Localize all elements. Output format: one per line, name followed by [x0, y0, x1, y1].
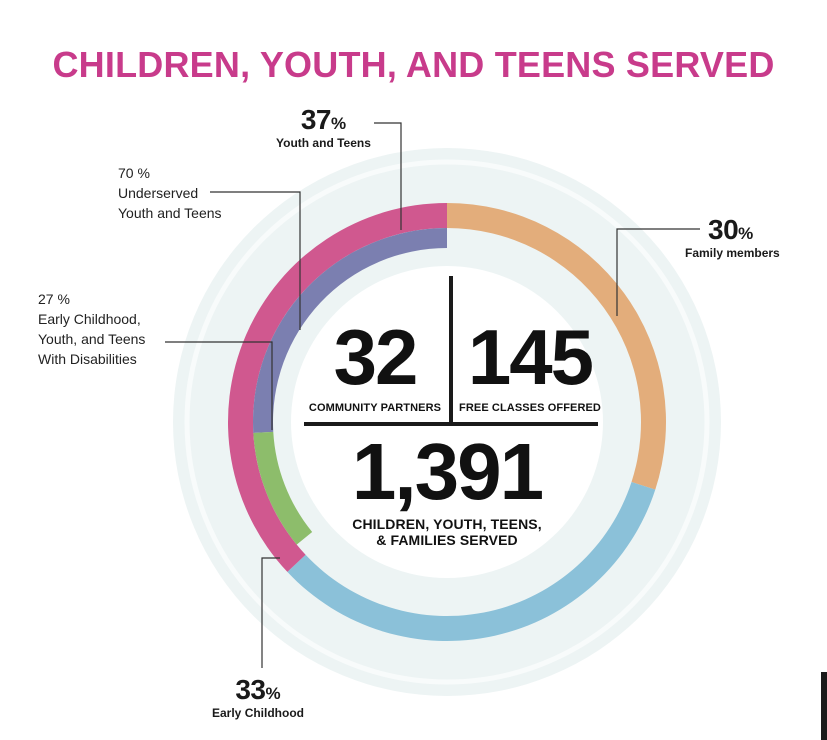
callout-early-childhood: 33% Early Childhood — [212, 674, 304, 720]
disabilities-line3: With Disabilities — [38, 351, 137, 367]
classes-value: 145 — [467, 313, 594, 401]
leader-early-childhood — [261, 557, 280, 668]
callout-disabilities: 27 % Early Childhood, Youth, and Teens W… — [38, 289, 145, 369]
disabilities-value: 27 % — [38, 291, 70, 307]
underserved-line2: Youth and Teens — [118, 205, 222, 221]
family-label: Family members — [685, 246, 780, 260]
outer-ring — [228, 203, 666, 641]
early-childhood-label: Early Childhood — [212, 706, 305, 720]
youth-teens-value: 37 — [300, 104, 332, 135]
stat-partners: 32 COMMUNITY PARTNERS — [300, 318, 450, 414]
callout-underserved: 70 % Underserved Youth and Teens — [118, 163, 222, 223]
slice-early-childhood — [287, 481, 656, 641]
stat-classes: 145 FREE CLASSES OFFERED — [455, 318, 605, 414]
family-value: 30 — [708, 214, 739, 245]
early-childhood-pct: % — [265, 684, 281, 703]
chart-title: CHILDREN, YOUTH, AND TEENS SERVED — [52, 44, 775, 85]
disabilities-line1: Early Childhood, — [38, 311, 141, 327]
halo-ring-line — [184, 159, 710, 685]
callout-youth-teens: 37% Youth and Teens — [276, 104, 371, 150]
classes-label: FREE CLASSES OFFERED — [459, 402, 601, 414]
center-divider — [304, 276, 598, 426]
served-label-2: & FAMILIES SERVED — [376, 532, 518, 548]
early-childhood-value: 33 — [235, 674, 266, 705]
slice-family-members — [447, 203, 666, 490]
slice-youth-and-teens — [228, 203, 447, 572]
underserved-value: 70 % — [118, 165, 150, 181]
leader-lines — [165, 122, 700, 668]
callout-family: 30% Family members — [685, 214, 780, 260]
leader-youth-teens — [374, 122, 402, 230]
edge-mark — [821, 672, 827, 740]
youth-teens-pct: % — [330, 114, 347, 133]
leader-underserved — [210, 191, 301, 330]
served-label-1: CHILDREN, YOUTH, TEENS, — [352, 516, 542, 532]
family-pct: % — [738, 224, 754, 243]
leader-family — [616, 228, 700, 316]
served-value: 1,391 — [351, 427, 544, 516]
leader-disabilities — [165, 341, 273, 430]
partners-label: COMMUNITY PARTNERS — [308, 402, 442, 414]
disabilities-line2: Youth, and Teens — [38, 331, 146, 347]
stat-served: 1,391 CHILDREN, YOUTH, TEENS, & FAMILIES… — [297, 427, 597, 549]
underserved-line1: Underserved — [118, 185, 199, 201]
partners-value: 32 — [333, 313, 419, 401]
slice-early-childhood-youth-and-teens-with-disabilities — [253, 431, 313, 545]
youth-teens-label: Youth and Teens — [276, 136, 371, 150]
